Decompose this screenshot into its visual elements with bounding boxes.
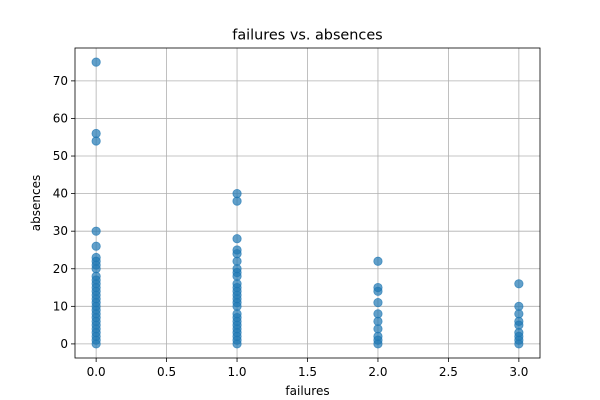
x-axis-ticks: 0.0 0.5 1.0 1.5 2.0 2.5 3.0 [87,358,528,379]
data-points [91,57,524,349]
y-tick-label: 50 [53,149,68,163]
scatter-point [232,245,242,255]
scatter-point [373,282,383,293]
y-tick-label: 40 [53,187,68,201]
x-tick-label: 2.0 [368,365,387,379]
x-tick-label: 0.5 [157,365,176,379]
scatter-point [232,234,242,244]
scatter-point [232,189,242,199]
x-axis-label: failures [285,384,329,398]
y-tick-label: 20 [53,262,68,276]
y-tick-label: 70 [53,74,68,88]
scatter-point [373,309,383,319]
scatter-point [514,279,524,289]
chart-title: failures vs. absences [232,28,382,44]
x-tick-label: 1.0 [227,365,246,379]
x-tick-label: 3.0 [509,365,528,379]
scatter-point [373,297,383,308]
scatter-point [91,128,101,139]
scatter-point [91,226,101,236]
y-axis-ticks: 0 10 20 30 40 50 60 70 [53,74,75,351]
x-tick-label: 0.0 [87,365,106,379]
y-tick-label: 10 [53,299,68,313]
x-tick-label: 2.5 [439,365,458,379]
x-tick-label: 1.5 [298,365,317,379]
scatter-point [91,252,101,263]
scatter-point [514,301,524,311]
scatter-point [91,241,101,251]
scatter-point [91,57,101,67]
scatter-point [373,256,383,266]
y-tick-label: 0 [60,337,68,351]
y-tick-label: 30 [53,224,68,238]
y-tick-label: 60 [53,111,68,125]
y-axis-label: absences [29,175,43,231]
